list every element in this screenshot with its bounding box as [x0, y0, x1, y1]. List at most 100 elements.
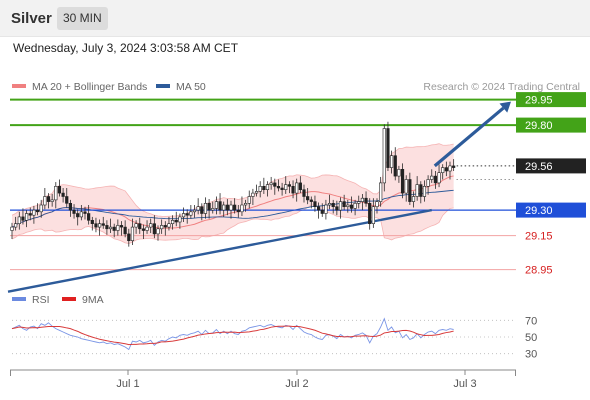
- support-level-label: 28.95: [525, 265, 553, 277]
- candle-body: [364, 197, 368, 204]
- candle-body: [35, 209, 40, 213]
- candle-body: [389, 155, 394, 168]
- rsi-legend-label: RSI: [32, 294, 50, 306]
- candle-body: [371, 206, 375, 224]
- candle-body: [28, 213, 32, 216]
- candle-body: [112, 226, 116, 231]
- candle-body: [313, 201, 317, 208]
- rsi-legend-label: 9MA: [82, 294, 104, 306]
- candle-body: [222, 204, 226, 211]
- candle-body: [145, 226, 149, 231]
- rsi-legend-swatch: [62, 297, 76, 301]
- candle-body: [426, 179, 430, 187]
- candle-body: [229, 204, 233, 211]
- candle-body: [368, 203, 372, 225]
- candle-body: [309, 199, 313, 202]
- support-level-label: 29.15: [525, 231, 553, 243]
- candle-body: [295, 182, 299, 194]
- candle-body: [21, 216, 25, 221]
- candle-body: [76, 213, 80, 218]
- candle-body: [360, 197, 365, 202]
- candle-body: [43, 196, 47, 206]
- candle-body: [127, 233, 131, 241]
- candle-body: [123, 226, 127, 235]
- candle-body: [108, 226, 113, 230]
- candle-body: [411, 196, 416, 202]
- candle-body: [386, 128, 390, 168]
- candle-body: [156, 228, 160, 235]
- candle-body: [181, 213, 186, 218]
- rsi-line: [11, 317, 454, 351]
- candle-body: [32, 209, 36, 216]
- candle-body: [24, 213, 29, 221]
- candle-body: [422, 186, 427, 197]
- candle-body: [254, 191, 259, 194]
- candle-body: [327, 203, 332, 206]
- candle-body: [335, 206, 339, 211]
- candle-body: [68, 203, 72, 211]
- candle-body: [203, 203, 208, 214]
- resistance-level-tag: [516, 92, 586, 108]
- candle-body: [207, 203, 211, 211]
- candle-body: [61, 192, 65, 197]
- candle-body: [437, 172, 441, 184]
- candle-body: [240, 204, 244, 213]
- candle-body: [17, 216, 21, 224]
- rsi-9ma-line: [11, 325, 454, 346]
- candle-body: [72, 209, 76, 214]
- candle-body: [130, 226, 135, 242]
- candle-body: [382, 128, 386, 184]
- candle-body: [397, 169, 401, 177]
- chart-header: Silver 30 MIN: [0, 0, 590, 37]
- pivot-level-tag: [516, 202, 586, 218]
- candle-body: [57, 186, 62, 194]
- candle-body: [14, 223, 18, 228]
- candle-body: [90, 220, 94, 225]
- candle-body: [298, 182, 302, 190]
- candle-body: [83, 211, 87, 214]
- candle-body: [149, 223, 153, 228]
- x-tick-label: Jul 1: [116, 378, 139, 390]
- candle-body: [342, 201, 346, 208]
- candle-body: [200, 206, 204, 214]
- candle-body: [65, 196, 69, 204]
- ma20-line: [11, 175, 454, 229]
- candle-body: [236, 209, 240, 213]
- candle-body: [258, 186, 262, 192]
- pivot-level-label: 29.30: [525, 205, 553, 217]
- candle-body: [101, 223, 105, 226]
- candle-body: [94, 223, 98, 228]
- legend-label: MA 50: [176, 81, 206, 93]
- rsi-legend-swatch: [12, 297, 26, 301]
- timeframe-badge[interactable]: 30 MIN: [57, 7, 108, 30]
- candle-body: [214, 201, 219, 209]
- candle-body: [171, 220, 175, 225]
- candle-body: [116, 225, 120, 231]
- candle-body: [324, 204, 328, 214]
- candle-body: [448, 165, 452, 172]
- candle-body: [400, 169, 405, 194]
- candle-body: [262, 186, 266, 191]
- candle-body: [138, 223, 142, 230]
- candle-body: [284, 184, 288, 191]
- candle-body: [419, 184, 423, 197]
- candle-body: [276, 186, 281, 189]
- resistance-level-label: 29.80: [525, 120, 553, 132]
- candle-body: [338, 201, 343, 211]
- candle-body: [302, 189, 306, 197]
- candle-body: [185, 213, 189, 216]
- legend-label: MA 20 + Bollinger Bands: [32, 81, 147, 93]
- candle-body: [280, 187, 284, 190]
- candle-body: [375, 201, 379, 208]
- candle-body: [444, 167, 448, 172]
- candle-body: [379, 182, 383, 202]
- bollinger-band-fill: [12, 143, 454, 244]
- candle-body: [353, 203, 357, 209]
- candle-body: [10, 226, 14, 231]
- candle-body: [163, 225, 167, 228]
- resistance-level-tag: [516, 117, 586, 133]
- x-tick-label: Jul 3: [453, 378, 476, 390]
- candle-body: [433, 175, 438, 184]
- forecast-arrow-shaft: [433, 106, 505, 168]
- trendline: [7, 208, 432, 293]
